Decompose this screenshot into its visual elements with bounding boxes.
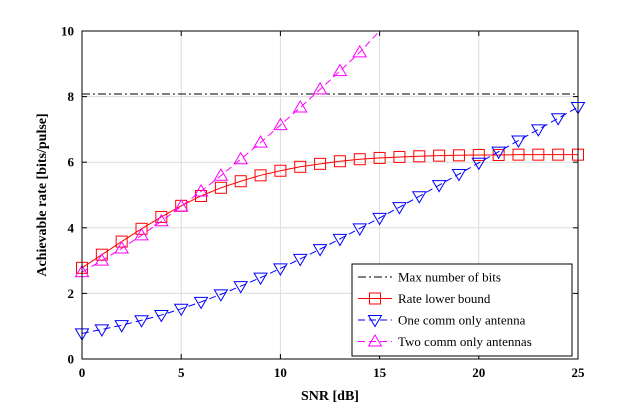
y-axis-label: Achievable rate [bits/pulse] — [35, 113, 50, 276]
marker-triangle-down — [253, 272, 268, 286]
marker-triangle-up — [253, 135, 268, 148]
marker-triangle-down — [193, 296, 209, 310]
legend-entry: Max number of bits — [358, 270, 501, 285]
marker-triangle-up — [134, 227, 149, 241]
x-tick-label: 25 — [572, 365, 586, 380]
marker-triangle-up — [352, 44, 368, 58]
marker-triangle-up — [153, 213, 169, 227]
marker-square — [552, 148, 565, 161]
marker-triangle-down — [352, 223, 368, 236]
marker-triangle-up — [273, 117, 288, 131]
marker-triangle-up — [332, 63, 348, 77]
marker-square — [369, 292, 381, 305]
legend-entry: Two comm only antennas — [358, 334, 532, 349]
marker-triangle-down — [114, 320, 130, 333]
marker-triangle-up — [367, 334, 383, 347]
marker-square — [413, 150, 426, 163]
marker-triangle-down — [451, 168, 467, 182]
marker-triangle-down — [173, 303, 189, 317]
marker-triangle-down — [511, 135, 526, 149]
marker-triangle-up — [173, 198, 189, 212]
marker-square — [433, 149, 446, 162]
marker-triangle-up — [213, 168, 229, 181]
marker-square — [254, 169, 267, 182]
marker-square — [135, 222, 148, 235]
marker-triangle-down — [530, 124, 546, 137]
marker-square — [373, 151, 386, 164]
marker-square — [452, 149, 465, 162]
marker-triangle-down — [392, 202, 407, 215]
series-lines — [74, 30, 586, 341]
legend-label: Max number of bits — [398, 270, 501, 285]
marker-square — [294, 160, 307, 173]
marker-triangle-up — [292, 99, 308, 113]
marker-square — [512, 148, 525, 161]
marker-triangle-down — [153, 309, 169, 323]
legend-entry: Rate lower bound — [358, 291, 491, 306]
series-2 — [74, 102, 586, 341]
marker-triangle-up — [94, 253, 110, 266]
marker-triangle-up — [193, 183, 209, 197]
x-tick-label: 15 — [373, 365, 387, 380]
marker-triangle-down — [233, 281, 249, 294]
marker-triangle-down — [367, 314, 383, 328]
marker-triangle-down — [332, 233, 348, 247]
y-tick-label: 0 — [68, 352, 75, 367]
marker-square — [532, 148, 545, 161]
series-1 — [76, 148, 584, 274]
plot-frame — [81, 30, 579, 360]
legend-label: One comm only antenna — [398, 313, 526, 328]
marker-triangle-down — [431, 180, 447, 193]
legend-entry: One comm only antenna — [358, 313, 526, 328]
marker-triangle-down — [312, 244, 328, 257]
marker-square — [472, 148, 485, 161]
x-tick-label: 5 — [178, 365, 185, 380]
y-tick-label: 6 — [68, 155, 75, 170]
marker-square — [492, 148, 505, 161]
marker-square — [314, 157, 327, 170]
marker-square — [353, 153, 366, 166]
marker-triangle-down — [411, 191, 427, 204]
series-line — [81, 30, 380, 273]
marker-triangle-down — [292, 253, 308, 267]
marker-triangle-down — [134, 315, 149, 328]
x-tick-label: 0 — [79, 365, 86, 380]
marker-triangle-down — [550, 113, 566, 126]
x-tick-label: 10 — [274, 365, 287, 380]
legend: Max number of bits Rate lower bound One co… — [351, 263, 573, 357]
marker-triangle-down — [372, 212, 387, 226]
y-tick-label: 10 — [61, 24, 74, 39]
marker-triangle-down — [491, 146, 507, 160]
y-tick-label: 4 — [68, 220, 75, 235]
y-tick-label: 2 — [68, 286, 75, 301]
marker-square — [234, 175, 247, 188]
marker-triangle-up — [233, 151, 249, 165]
marker-square — [274, 164, 287, 177]
marker-triangle-down — [273, 263, 288, 276]
y-tick-label: 8 — [68, 89, 75, 104]
marker-triangle-up — [114, 240, 130, 254]
marker-square — [214, 181, 227, 194]
marker-square — [115, 235, 128, 248]
legend-label: Rate lower bound — [398, 291, 491, 306]
series-3 — [74, 30, 380, 278]
marker-triangle-down — [94, 324, 110, 337]
marker-triangle-down — [471, 157, 487, 171]
marker-triangle-down — [213, 289, 229, 302]
marker-triangle-up — [312, 81, 328, 95]
series-line — [81, 154, 578, 269]
marker-square — [393, 150, 406, 163]
marker-square — [333, 155, 346, 168]
legend-label: Two comm only antennas — [398, 334, 532, 349]
x-axis-label: SNR [dB] — [301, 389, 359, 404]
x-tick-label: 20 — [472, 365, 485, 380]
legend-box — [351, 263, 573, 357]
